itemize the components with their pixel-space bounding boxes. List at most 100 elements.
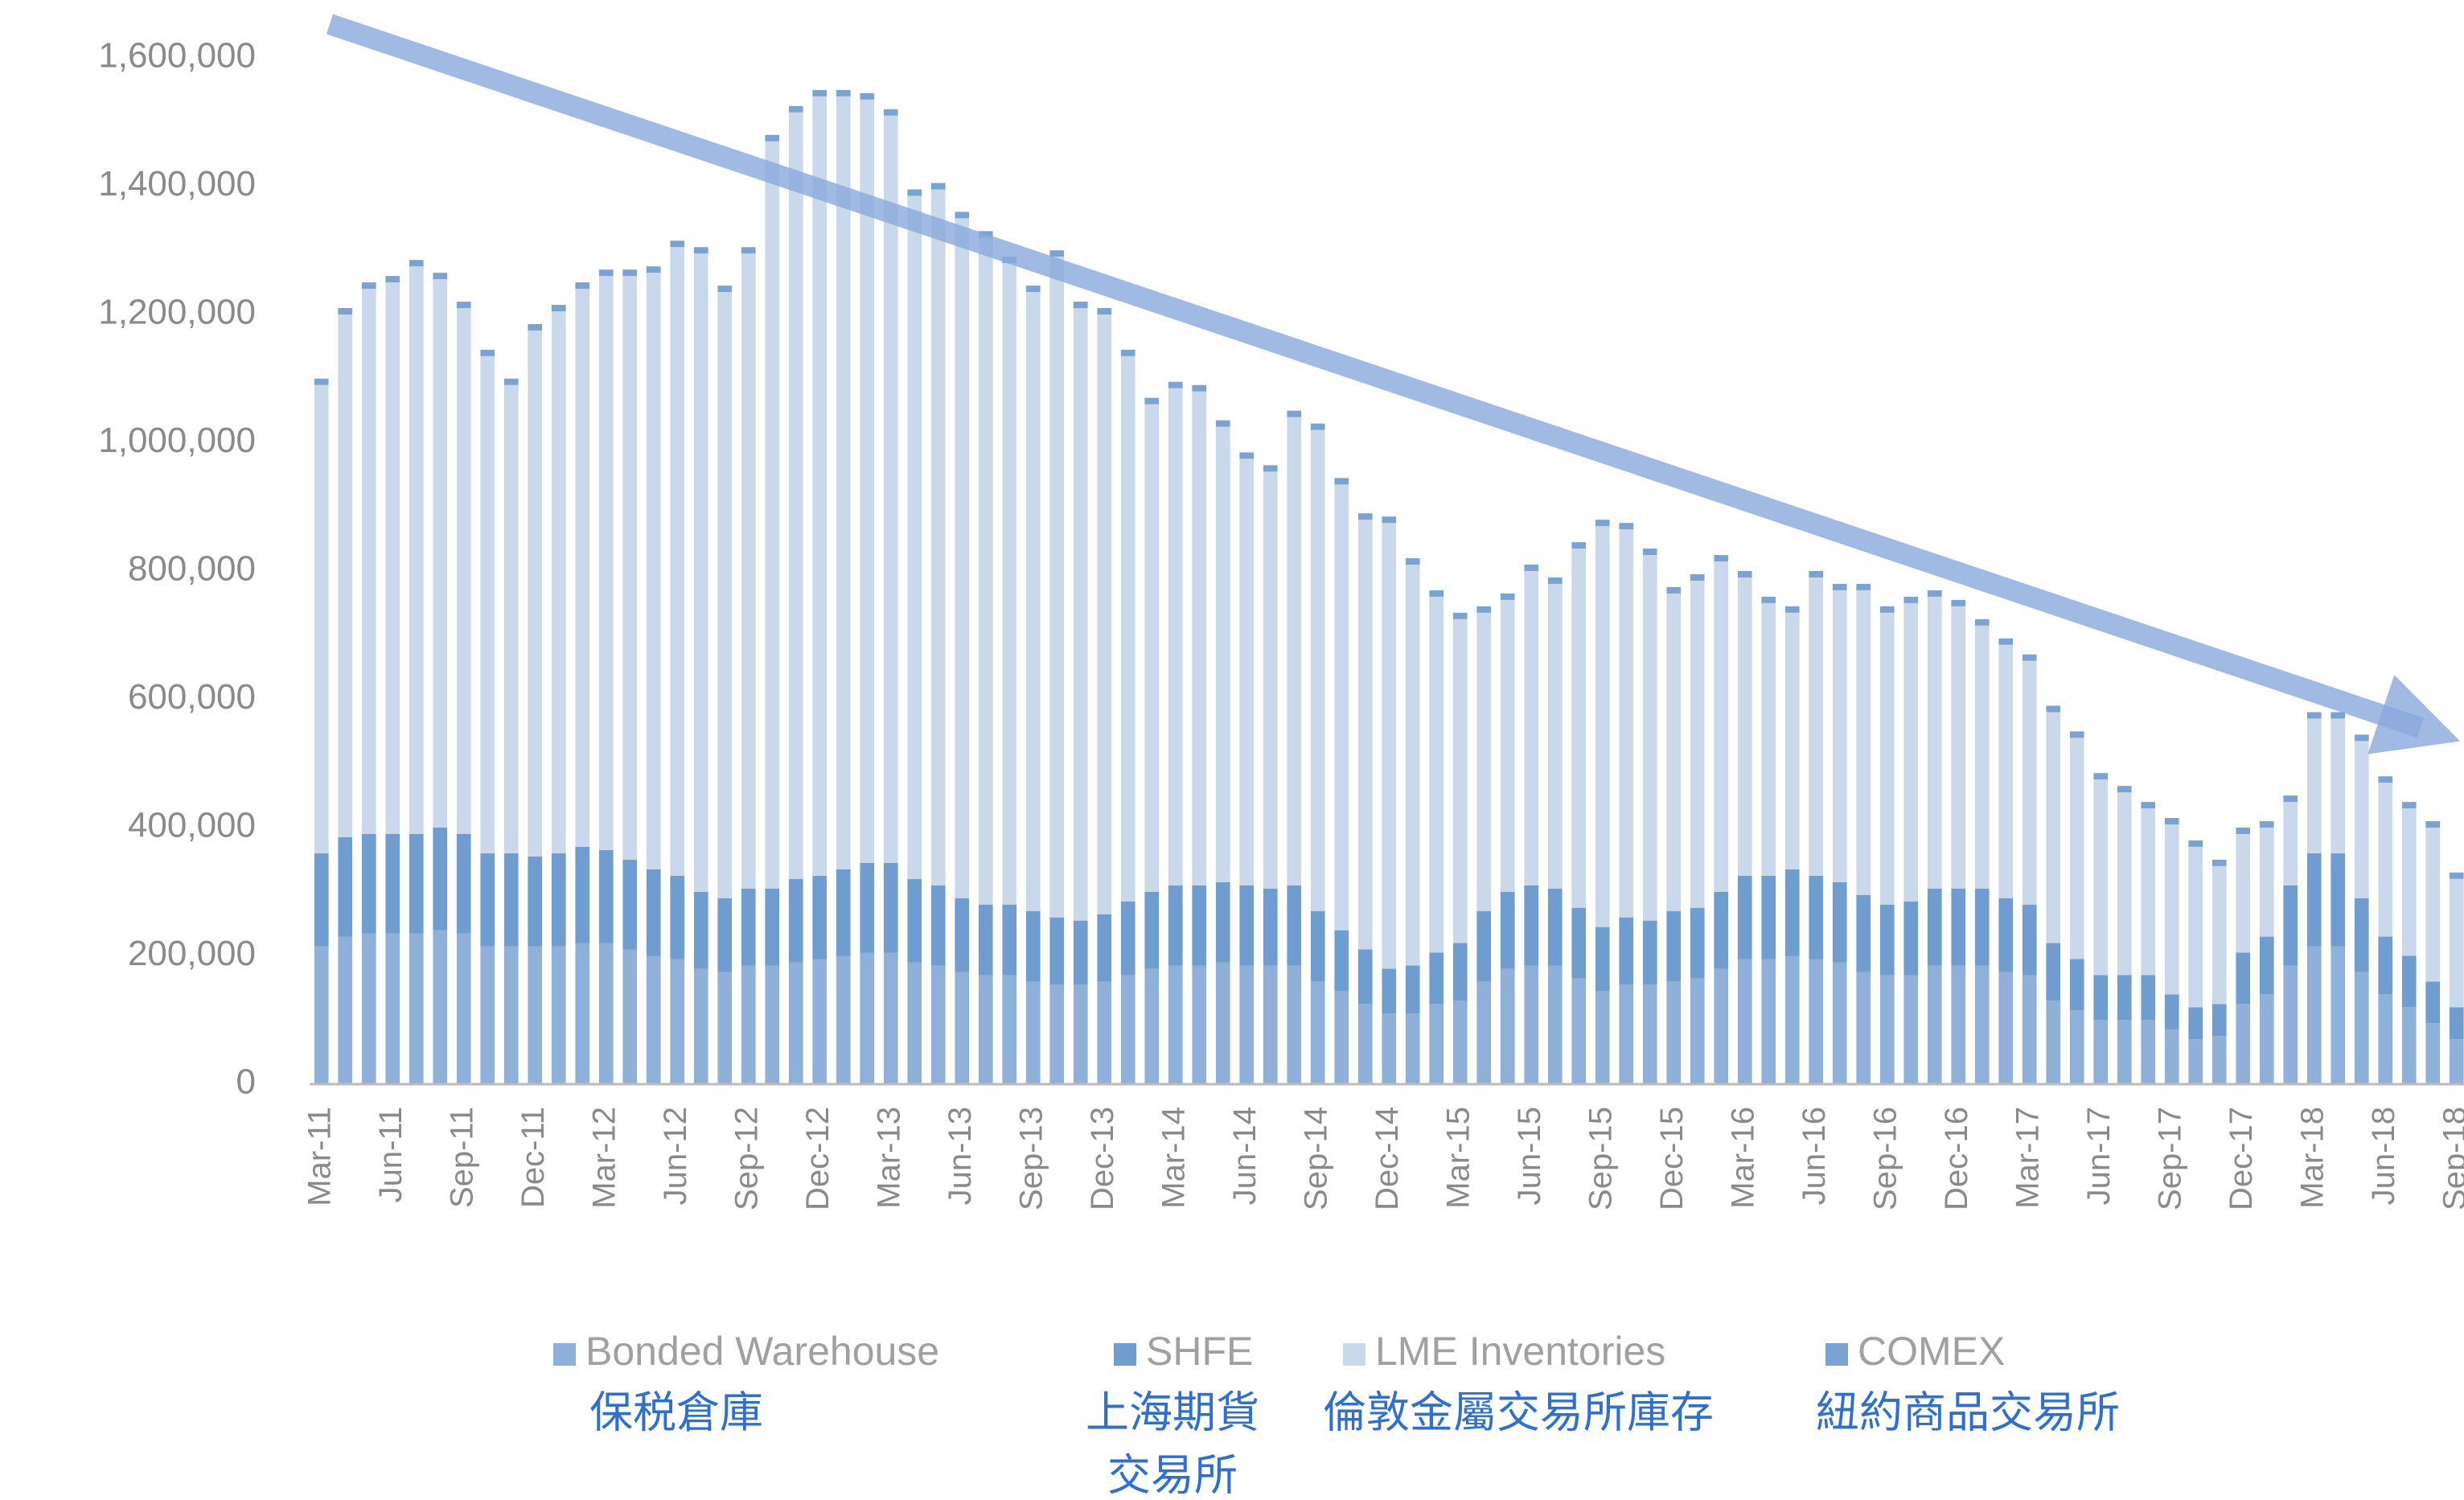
bar-segment: [717, 292, 733, 898]
bar-segment: [693, 891, 708, 969]
bar-segment: [598, 269, 614, 277]
bar-segment: [1571, 549, 1587, 908]
bar-segment: [788, 105, 803, 113]
x-tick-label: Jun-12: [658, 1107, 693, 1205]
bar-segment: [1927, 965, 1942, 1084]
bar-segment: [2331, 946, 2346, 1084]
bar-segment: [1097, 914, 1112, 982]
bar-segment: [1168, 388, 1183, 886]
y-tick-label: 1,400,000: [98, 164, 256, 203]
bar-segment: [2046, 712, 2061, 943]
bar-segment: [1974, 965, 1990, 1084]
bar-segment: [551, 311, 566, 853]
bar-segment: [551, 305, 566, 312]
bar-segment: [741, 253, 756, 889]
bar-segment: [2141, 802, 2156, 809]
bar-segment: [1382, 523, 1397, 969]
bar-segment: [1856, 972, 1871, 1084]
bar-segment: [2069, 731, 2084, 738]
x-tick-label: Jun-16: [1797, 1107, 1832, 1205]
bar-segment: [2117, 792, 2132, 976]
bar-segment: [765, 134, 780, 142]
bar-segment: [1856, 894, 1871, 972]
x-tick-label: Dec-13: [1085, 1107, 1120, 1210]
bar-segment: [1951, 888, 1966, 966]
bar-segment: [1382, 968, 1397, 1014]
bar-segment: [1761, 875, 1776, 960]
bar-segment: [1998, 898, 2014, 972]
bar-segment: [575, 282, 590, 290]
bar-segment: [314, 853, 329, 947]
bar-segment: [1429, 590, 1444, 597]
bar-segment: [2022, 904, 2037, 976]
bar-segment: [2354, 741, 2369, 898]
bar-segment: [670, 959, 685, 1084]
bar-segment: [1500, 593, 1515, 600]
bar-segment: [741, 965, 756, 1084]
bar-segment: [1714, 561, 1729, 892]
bar-segment: [1263, 471, 1278, 889]
bar-segment: [2378, 776, 2393, 783]
bar-segment: [528, 323, 543, 331]
bar-segment: [1903, 901, 1919, 976]
bar-segment: [860, 862, 875, 953]
bar-segment: [1192, 885, 1207, 966]
bar-segment: [955, 212, 970, 219]
bar-segment: [1334, 484, 1349, 931]
x-tick-label: Sep-14: [1298, 1107, 1333, 1210]
bar-segment: [1452, 1001, 1468, 1084]
bar-segment: [385, 933, 400, 1084]
bar-segment: [1334, 930, 1349, 992]
legend-label: LME Inventories: [1375, 1329, 1665, 1374]
bar-segment: [883, 115, 898, 863]
bar-segment: [1524, 571, 1539, 886]
bar-segment: [456, 302, 471, 309]
bar-segment: [2164, 1029, 2179, 1084]
bar-segment: [2259, 994, 2274, 1084]
bar-segment: [2449, 1007, 2464, 1040]
y-tick-label: 1,600,000: [98, 36, 256, 76]
bar-segment: [575, 846, 590, 943]
bar-segment: [1714, 555, 1729, 562]
bar-segment: [361, 833, 376, 934]
bar-segment: [646, 266, 661, 273]
bar-segment: [1903, 602, 1919, 902]
bar-segment: [1547, 965, 1563, 1084]
bar-segment: [2331, 712, 2346, 719]
x-tick-label: Mar-17: [2010, 1107, 2045, 1209]
bar-segment: [930, 189, 946, 886]
bar-segment: [1619, 917, 1634, 985]
x-tick-label: Dec-14: [1370, 1107, 1405, 1210]
bar-segment: [2401, 808, 2417, 956]
bar-segment: [1120, 349, 1135, 356]
bar-segment: [1144, 397, 1160, 405]
bar-segment: [1357, 520, 1373, 950]
bar-segment: [409, 266, 424, 834]
bar-segment: [433, 279, 448, 828]
bar-segment: [1879, 904, 1895, 976]
bar-segment: [1476, 981, 1492, 1084]
bar-segment: [338, 314, 353, 837]
bar-segment: [1927, 596, 1942, 889]
bar-segment: [2449, 878, 2464, 1008]
bar-segment: [2401, 802, 2417, 809]
legend-label: COMEX: [1858, 1329, 2005, 1374]
bar-segment: [1784, 606, 1800, 613]
bar-segment: [314, 378, 329, 385]
bar-segment: [1595, 526, 1610, 927]
annotation: 上海期貨: [1086, 1387, 1259, 1438]
bar-segment: [1761, 596, 1776, 603]
bar-segment: [1168, 381, 1183, 388]
x-tick-label: Mar-14: [1156, 1107, 1191, 1209]
bar-segment: [1500, 599, 1515, 892]
x-tick-label: Sep-18: [2437, 1107, 2464, 1210]
bar-segment: [2046, 943, 2061, 1001]
bar-segment: [1239, 965, 1255, 1084]
bar-segment: [1310, 910, 1325, 982]
bar-segment: [907, 962, 922, 1084]
bar-segment: [2425, 1023, 2441, 1084]
bar-segment: [2069, 738, 2084, 960]
bar-segment: [361, 933, 376, 1084]
bar-segment: [2259, 936, 2274, 995]
legend-label: Bonded Warehouse: [585, 1329, 939, 1374]
